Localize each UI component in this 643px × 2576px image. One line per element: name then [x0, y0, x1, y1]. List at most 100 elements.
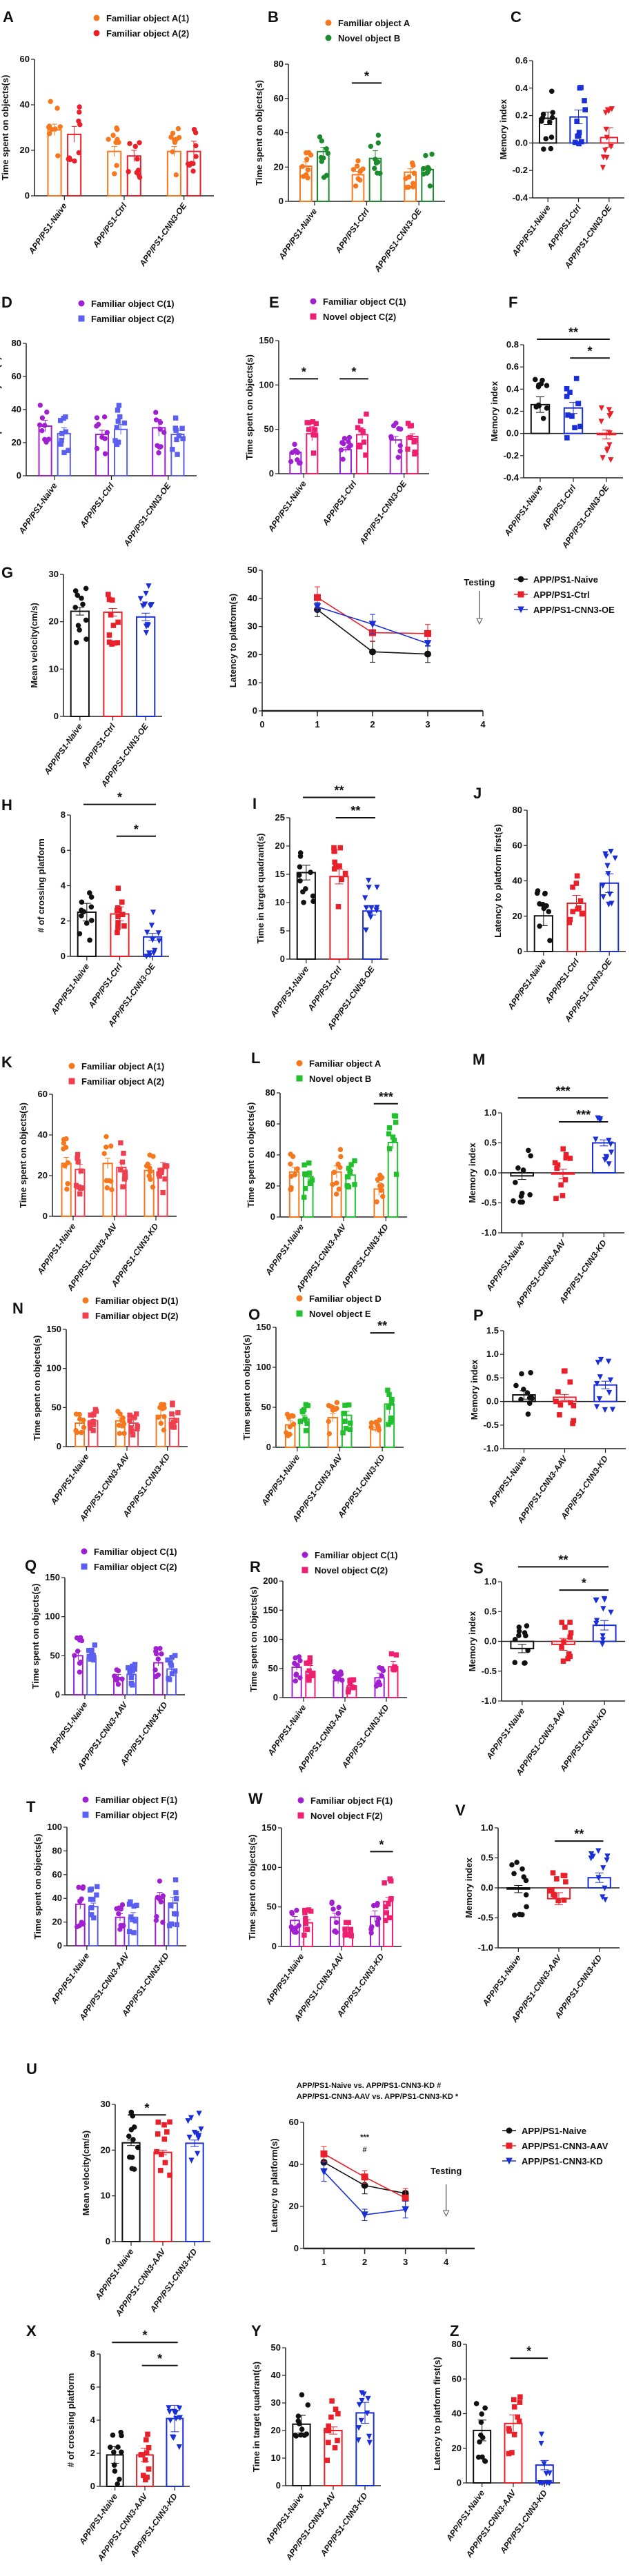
data-point: [78, 1168, 84, 1174]
data-point: [561, 1368, 567, 1374]
data-point: [143, 630, 150, 636]
data-point: [172, 1668, 178, 1673]
x-category-label: APP/PS1-CNN3-KD: [557, 1238, 609, 1305]
y-tick-label: 30: [248, 621, 257, 632]
data-point: [389, 1396, 395, 1402]
data-point: [517, 2394, 523, 2400]
data-point: [287, 1431, 293, 1438]
x-tick-label: 4: [480, 719, 486, 729]
data-point: [150, 1154, 156, 1159]
legend-marker: [517, 606, 524, 614]
data-point: [145, 2431, 150, 2437]
data-point: [117, 1431, 122, 1436]
data-point: [514, 1860, 520, 1865]
data-point: [375, 140, 381, 145]
data-point: [167, 1923, 172, 1929]
y-tick-label: 1.5: [486, 1325, 499, 1336]
data-point: [560, 1193, 566, 1198]
significance-label: *: [587, 344, 592, 358]
panel-U2: 0 20 40 60 Latency to platform(s) 1 2 3 4 Testing…: [269, 2082, 609, 2267]
data-point: [511, 1871, 517, 1877]
data-point: [307, 1655, 313, 1661]
legend-marker: [301, 1567, 308, 1573]
data-point: [375, 159, 381, 165]
y-axis-label: Memory index: [489, 381, 499, 441]
data-point: [368, 1425, 374, 1430]
data-point: [144, 2437, 149, 2443]
y-tick-label: 0: [270, 1211, 275, 1222]
y-tick-label: 20: [20, 145, 30, 155]
x-category-label: APP/PS1-CNN3-KD: [335, 1452, 387, 1520]
data-point: [303, 1915, 308, 1922]
x-category-label: APP/PS1-Naive: [47, 1700, 90, 1755]
data-point: [405, 446, 410, 452]
y-tick-label: 20: [289, 2201, 299, 2211]
y-tick-label: 60: [274, 93, 284, 103]
x-category-label: APP/PS1-Ctrl: [78, 481, 117, 530]
data-point: [91, 1915, 97, 1921]
data-point: [548, 88, 555, 94]
data-point: [546, 2470, 553, 2477]
data-point: [126, 1929, 132, 1935]
data-point: [604, 446, 611, 452]
data-point: [516, 1633, 522, 1638]
data-point: [533, 404, 540, 410]
data-point: [364, 2411, 370, 2417]
data-point: [307, 1180, 313, 1187]
data-point: [523, 1892, 529, 1898]
data-point: [553, 1398, 559, 1405]
data-point: [314, 594, 321, 601]
data-point: [602, 1407, 608, 1413]
y-tick-label: 0.0: [484, 1167, 497, 1178]
data-point: [75, 1924, 80, 1930]
data-point: [542, 890, 548, 896]
data-point: [355, 425, 361, 430]
data-point: [173, 172, 179, 178]
y-tick-label: 150: [256, 1322, 271, 1332]
data-point: [121, 1150, 126, 1156]
legend-marker: [93, 30, 100, 37]
y-tick-label: 1.0: [486, 1349, 499, 1359]
data-point: [348, 1420, 353, 1426]
data-point: [515, 1165, 521, 1171]
data-point: [102, 451, 108, 456]
data-point: [598, 405, 604, 412]
legend-label: Familiar object D(2): [95, 1311, 179, 1321]
data-point: [358, 2417, 364, 2424]
y-tick-label: 80: [452, 2339, 462, 2349]
data-point: [106, 1178, 112, 1184]
y-axis-label: Time spent on objects(s): [246, 1103, 256, 1208]
data-point: [99, 434, 105, 440]
data-point: [379, 1183, 385, 1189]
y-axis-label: Time spent on objects(s): [18, 1103, 28, 1208]
data-point: [87, 1420, 93, 1426]
panel-G2: 0 10 20 30 40 50 Latency to platform(s) 0 1 2 3 4 Te…: [228, 565, 615, 729]
y-tick-label: 50: [267, 1902, 277, 1912]
data-point: [567, 1653, 573, 1660]
data-point: [72, 1653, 77, 1658]
data-point: [89, 1647, 95, 1653]
data-point: [361, 439, 367, 445]
data-point: [75, 592, 81, 598]
significance-label: *: [379, 1838, 384, 1851]
legend-label: Novel object E: [309, 1309, 371, 1319]
y-axis-label: Time spent on objects(s): [30, 1584, 41, 1689]
data-point: [297, 460, 302, 466]
data-point: [564, 385, 570, 392]
data-point: [289, 1413, 295, 1418]
x-category-label: APP/PS1-Naive: [502, 483, 545, 538]
data-point: [355, 2425, 362, 2431]
data-point: [333, 1929, 339, 1935]
data-point: [167, 2417, 174, 2424]
data-point: [77, 104, 82, 110]
data-point: [306, 1668, 312, 1673]
data-point: [185, 2118, 191, 2124]
y-tick-label: -1.0: [482, 1695, 497, 1706]
data-point: [121, 923, 127, 929]
x-category-label: APP/PS1-Naive: [484, 1238, 526, 1293]
data-point: [83, 617, 89, 623]
data-point: [377, 1417, 382, 1423]
data-point: [411, 439, 417, 445]
data-point: [336, 1186, 342, 1192]
data-point: [83, 636, 89, 642]
